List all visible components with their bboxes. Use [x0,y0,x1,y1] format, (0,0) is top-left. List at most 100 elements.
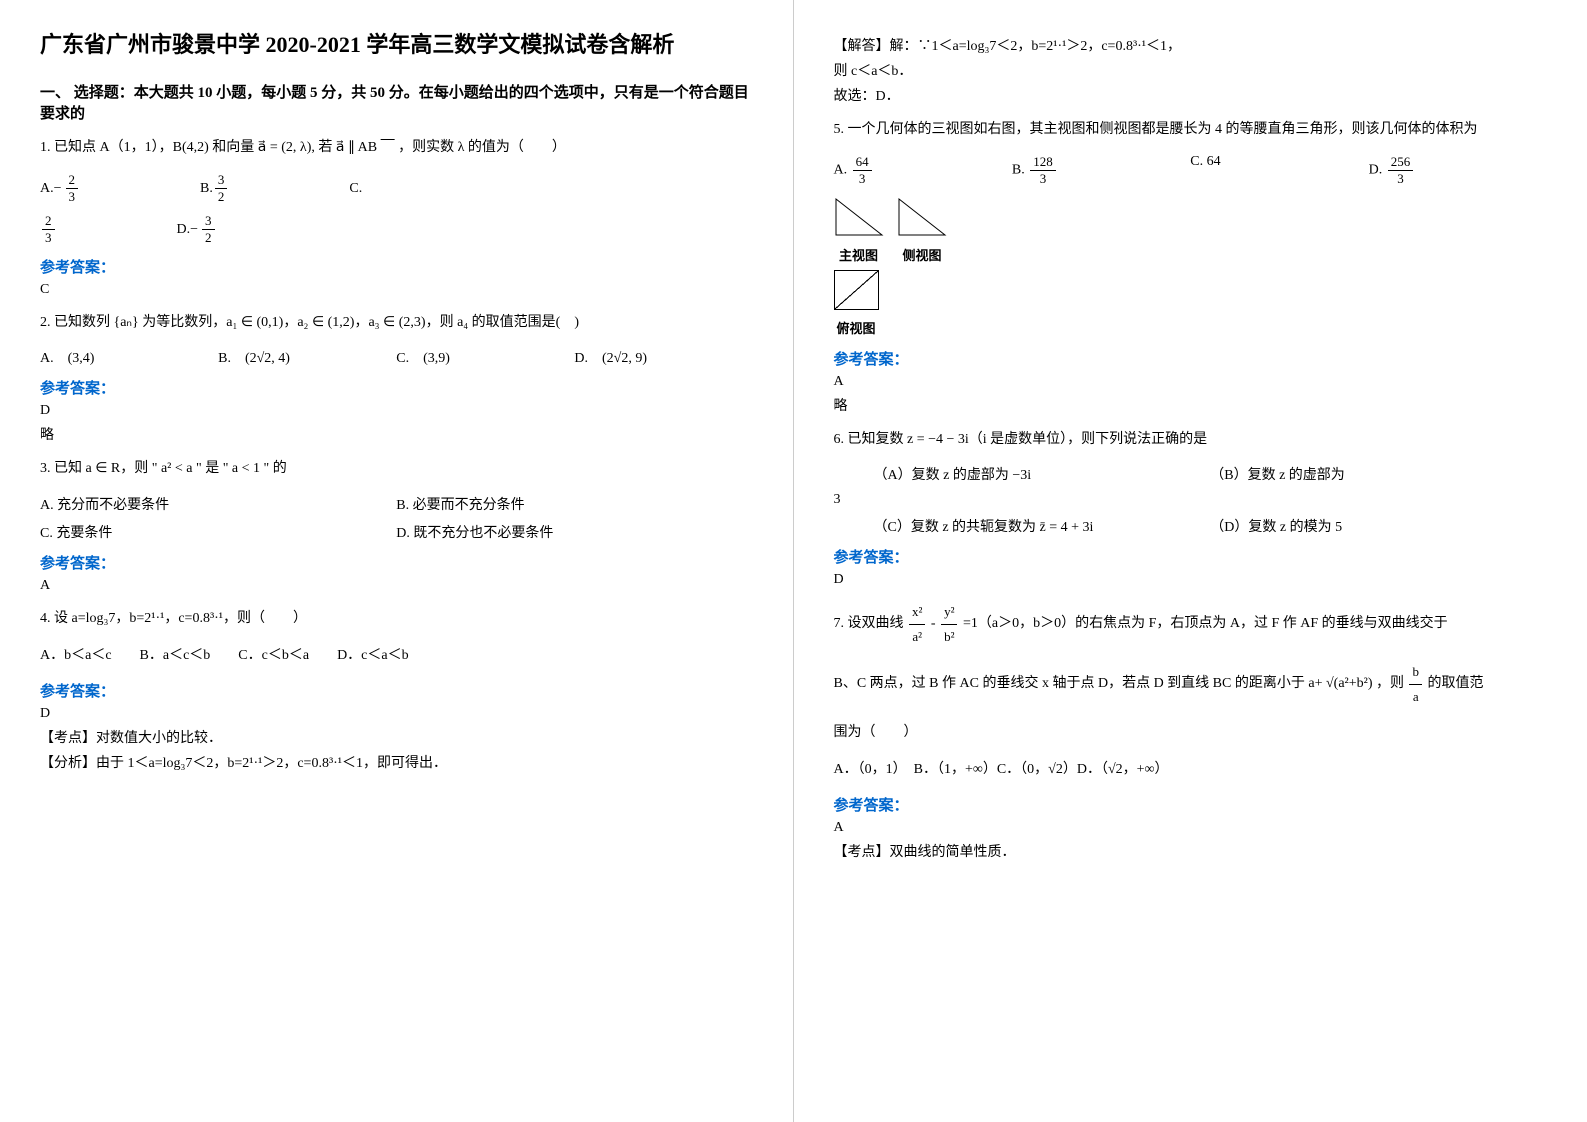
main-view-label: 主视图 [834,245,884,264]
q5-optA-label: A. [834,163,848,178]
q5-optD-label: D. [1369,163,1383,178]
question-1: 1. 已知点 A（1，1），B(4,2) 和向量 a⃗ = (2, λ), 若 … [40,135,753,160]
q1-ab-vector [381,140,395,155]
main-view-triangle-icon [834,197,884,237]
q4-jieda-3: 故选：D． [834,85,1548,105]
q1-options-row2: 23 D. − 32 [40,213,753,246]
q4-kaodian: 【考点】对数值大小的比较． [40,727,753,747]
q5-optD-num: 256 [1388,154,1414,171]
top-view-label: 俯视图 [834,318,879,337]
q7-sqrt: √(a²+b²) [1326,676,1373,691]
q5-optA-num: 64 [853,154,872,171]
left-column: 广东省广州市骏景中学 2020-2021 学年高三数学文模拟试卷含解析 一、 选… [0,0,794,1122]
question-7: 7. 设双曲线 x²a² - y²b² =1（a＞0，b＞0）的右焦点为 F，右… [834,600,1548,648]
q1-answer: C [40,282,753,298]
main-view-box: 主视图 [834,197,884,264]
q6-option-a: （A）复数 z 的虚部为 −3i [834,464,1211,484]
q1-optA-label: A. [40,181,54,197]
q5-optB-num: 128 [1030,154,1056,171]
side-view-triangle-icon [897,197,947,237]
q7-minus: - [931,616,936,631]
q4-answer-label: 参考答案： [40,680,753,701]
q7-answer-label: 参考答案： [834,794,1548,815]
q7-options: A．（0，1） B．（1，+∞）C．（0，√2）D．（√2，+∞） [834,757,1548,782]
q6-option-c: （C）复数 z 的共轭复数为 z̄ = 4 + 3i [834,516,1211,536]
top-view-box: 俯视图 [834,270,879,337]
q1-optC-num: 2 [42,213,55,230]
q4-options: A．b＜a＜c B．a＜c＜b C．c＜b＜a D．c＜a＜b [40,643,753,668]
q1-optB-label: B. [200,181,213,197]
q3-option-b: B. 必要而不充分条件 [396,494,752,514]
q7-text-c: B、C 两点，过 B 作 AC 的垂线交 x 轴于点 D，若点 D 到直线 BC… [834,676,1323,691]
q2-options: A. (3,4) B. (2√2, 4) C. (3,9) D. (2√2, 9… [40,347,753,367]
question-2: 2. 已知数列 {aₙ} 为等比数列，a₁ ∈ (0,1)，a₂ ∈ (1,2)… [40,310,753,335]
q4-jieda-2: 则 c＜a＜b． [834,60,1548,80]
q3-option-d: D. 既不充分也不必要条件 [396,522,752,542]
q1-text-c: ，则实数 λ 的值为（ ） [398,140,566,155]
q7-x-num: x² [909,600,925,624]
q7-text-f: 围为（ ） [834,720,1548,745]
q5-optB-den: 3 [1037,171,1050,187]
q1-optC-label: C. [349,181,362,197]
q1-optD-neg: − [190,222,198,238]
q3-answer-label: 参考答案： [40,552,753,573]
q1-answer-label: 参考答案： [40,256,753,277]
q6-option-b: （B）复数 z 的虚部为 [1210,464,1547,484]
q3-option-c: C. 充要条件 [40,522,396,542]
q7-y-den: b² [941,625,957,648]
q1-optA-num: 2 [66,172,79,189]
q2-answer-label: 参考答案： [40,377,753,398]
question-4: 4. 设 a=log₃7，b=2¹·¹，c=0.8³·¹，则（ ） [40,606,753,631]
q6-answer-label: 参考答案： [834,546,1548,567]
q1-option-d: D. − 32 [177,213,217,246]
q5-answer-label: 参考答案： [834,348,1548,369]
q7-x-den: a² [909,625,925,648]
right-column: 【解答】解：∵1＜a=log₃7＜2，b=2¹·¹＞2，c=0.8³·¹＜1， … [794,0,1587,1122]
top-view-square-icon [834,270,879,310]
q3-answer: A [40,578,753,594]
q1-optB-num: 3 [215,172,228,189]
q7-answer: A [834,820,1548,836]
q4-answer: D [40,706,753,722]
q1-option-a: A. − 23 [40,172,80,205]
q1-vector: a⃗ = (2, λ), [258,135,315,160]
q5-optA-den: 3 [856,171,869,187]
q1-text-b: 若 a⃗ ∥ AB [318,140,377,155]
q1-optD-num: 3 [202,213,215,230]
side-view-label: 侧视图 [897,245,947,264]
exam-title: 广东省广州市骏景中学 2020-2021 学年高三数学文模拟试卷含解析 [40,30,753,61]
q3-options-1: A. 充分而不必要条件 B. 必要而不充分条件 [40,494,753,514]
q5-option-d: D. 2563 [1369,154,1547,187]
side-view-box: 侧视图 [897,197,947,264]
q1-option-b: B. 32 [200,172,229,205]
q2-option-b: B. (2√2, 4) [218,347,396,367]
q6-optB-val: 3 [834,492,1548,508]
q5-option-c: C. 64 [1190,154,1368,187]
q4-fenxi: 【分析】由于 1＜a=log₃7＜2，b=2¹·¹＞2，c=0.8³·¹＜1，即… [40,752,753,772]
q7-b-num: b [1409,660,1422,684]
q5-option-b: B. 1283 [1012,154,1190,187]
question-7-line2: B、C 两点，过 B 作 AC 的垂线交 x 轴于点 D，若点 D 到直线 BC… [834,660,1548,708]
q2-option-d: D. (2√2, 9) [574,347,752,367]
q3-options-2: C. 充要条件 D. 既不充分也不必要条件 [40,522,753,542]
question-5: 5. 一个几何体的三视图如右图，其主视图和侧视图都是腰长为 4 的等腰直角三角形… [834,117,1548,142]
q1-option-c-frac: 23 [40,213,57,246]
q1-optD-den: 2 [202,230,215,246]
q1-optA-neg: − [54,181,62,197]
q1-optD-label: D. [177,222,191,238]
q7-y-num: y² [941,600,957,624]
three-view-diagram: 主视图 侧视图 俯视图 [834,197,1548,338]
q2-note: 略 [40,424,753,444]
q7-text-e: 的取值范 [1427,676,1483,691]
q2-answer: D [40,403,753,419]
q6-options-1: （A）复数 z 的虚部为 −3i （B）复数 z 的虚部为 [834,464,1548,484]
q7-kaodian: 【考点】双曲线的简单性质． [834,841,1548,861]
q1-optA-den: 3 [66,189,79,205]
section-1-title: 一、 选择题：本大题共 10 小题，每小题 5 分，共 50 分。在每小题给出的… [40,81,753,123]
q5-option-a: A. 643 [834,154,1012,187]
q1-options: A. − 23 B. 32 C. [40,172,753,205]
question-3: 3. 已知 a ∈ R，则 " a² < a " 是 " a < 1 " 的 [40,456,753,481]
q4-jieda-1: 【解答】解：∵1＜a=log₃7＜2，b=2¹·¹＞2，c=0.8³·¹＜1， [834,35,1548,55]
q5-optB-label: B. [1012,163,1025,178]
q2-option-a: A. (3,4) [40,347,218,367]
